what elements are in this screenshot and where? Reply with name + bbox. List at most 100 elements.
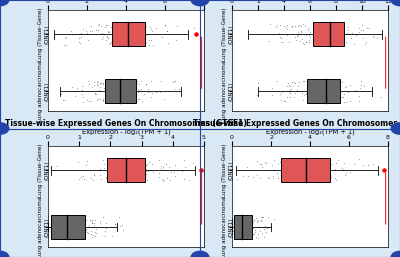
Point: [105, 30, 112, 34]
Point: [130, 91, 137, 95]
Point: [116, 94, 122, 98]
Point: [244, 227, 250, 231]
Point: [334, 80, 340, 84]
Point: [250, 175, 256, 179]
Point: [229, 232, 235, 236]
Point: [320, 90, 326, 94]
Point: [83, 163, 89, 167]
Point: [80, 27, 86, 32]
Point: [105, 42, 112, 46]
Point: [124, 26, 130, 30]
Point: [128, 23, 135, 27]
Point: [88, 229, 94, 233]
Point: [106, 170, 112, 174]
Point: [98, 177, 104, 181]
Point: [229, 167, 235, 171]
Point: [97, 218, 103, 223]
Point: [45, 224, 51, 228]
Point: [273, 25, 279, 29]
Point: [234, 217, 240, 221]
Point: [270, 217, 277, 221]
Point: [134, 79, 140, 83]
Point: [347, 99, 353, 103]
Point: [144, 178, 150, 182]
Point: [274, 79, 280, 83]
Point: [75, 227, 81, 232]
Point: [62, 235, 69, 240]
Point: [172, 174, 178, 178]
Point: [134, 164, 141, 168]
Point: [94, 28, 101, 32]
Point: [275, 162, 281, 166]
Point: [146, 43, 152, 47]
Point: [333, 161, 339, 166]
Point: [157, 164, 164, 168]
Point: [239, 224, 246, 228]
Point: [320, 38, 326, 42]
Point: [110, 160, 117, 164]
Point: [278, 36, 284, 40]
X-axis label: Expression - log₂(TPM + 1): Expression - log₂(TPM + 1): [266, 128, 354, 135]
Point: [50, 234, 56, 238]
Point: [73, 233, 79, 237]
Point: [124, 161, 131, 166]
Point: [323, 94, 330, 98]
Point: [129, 39, 136, 43]
Point: [130, 87, 136, 91]
Point: [97, 97, 103, 101]
Point: [321, 31, 327, 35]
Point: [112, 32, 118, 36]
Point: [69, 85, 76, 89]
Point: [249, 233, 255, 237]
Point: [306, 38, 312, 42]
Point: [308, 165, 315, 169]
Point: [150, 43, 156, 47]
Point: [229, 216, 235, 220]
Point: [306, 33, 312, 37]
Point: [80, 234, 86, 238]
Point: [307, 94, 314, 98]
Point: [258, 162, 264, 166]
Point: [236, 229, 243, 233]
Point: [229, 223, 235, 227]
Point: [318, 171, 324, 175]
Point: [137, 175, 144, 179]
Point: [313, 86, 319, 90]
Point: [288, 169, 295, 173]
Point: [88, 99, 94, 103]
Point: [321, 88, 327, 93]
Point: [328, 27, 334, 31]
Point: [234, 177, 240, 181]
Bar: [112, 22, 146, 46]
Point: [114, 82, 121, 87]
Point: [229, 232, 235, 236]
Point: [92, 92, 98, 96]
Point: [148, 27, 154, 31]
Point: [105, 166, 111, 170]
Point: [129, 41, 135, 45]
Point: [80, 220, 86, 224]
Point: [270, 173, 276, 178]
Point: [74, 233, 81, 237]
Point: [84, 31, 90, 35]
Point: [45, 224, 51, 228]
Point: [316, 81, 323, 85]
Point: [335, 38, 341, 42]
Point: [238, 234, 245, 238]
Point: [296, 158, 303, 162]
Point: [102, 226, 109, 230]
Point: [319, 163, 325, 167]
Point: [170, 79, 176, 84]
Point: [322, 178, 328, 182]
Point: [296, 79, 302, 84]
Point: [294, 88, 300, 92]
Point: [277, 34, 283, 39]
Point: [300, 79, 307, 84]
Point: [318, 81, 324, 85]
Point: [313, 97, 319, 102]
Point: [251, 218, 258, 222]
Point: [263, 161, 269, 165]
Point: [311, 173, 317, 177]
Point: [254, 218, 260, 222]
Point: [130, 99, 136, 104]
